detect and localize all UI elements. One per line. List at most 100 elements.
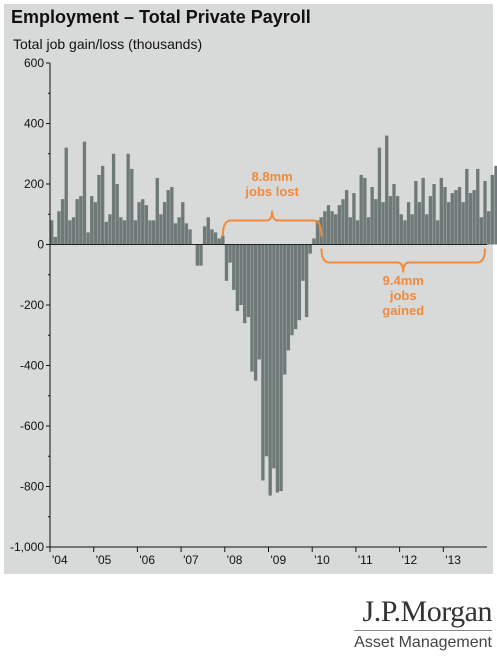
bar-month-54 (243, 244, 247, 324)
bar-month-32 (162, 202, 167, 245)
bar-month-61 (268, 244, 272, 496)
bar-month-121 (487, 211, 491, 245)
bar-month-23 (130, 168, 134, 245)
jobs-gained-annotation: 9.4mm (383, 273, 424, 288)
bar-month-95 (392, 184, 396, 245)
bar-month-90 (374, 199, 378, 245)
bar-month-122 (490, 174, 494, 245)
bar-month-101 (414, 180, 418, 245)
bar-month-87 (363, 177, 367, 245)
bar-month-107 (436, 220, 440, 245)
bar-month-17 (108, 214, 112, 245)
bar-month-78 (330, 211, 334, 245)
bar-month-2 (53, 236, 57, 245)
bar-month-3 (57, 211, 61, 245)
payroll-bar-chart: 600 400 200 0 -200 -400 -600 -800 -1,000 '04 '05 '… (10, 56, 497, 567)
bar-month-105 (428, 196, 433, 245)
bar-month-27 (144, 205, 149, 245)
x-tick-label: '04 (52, 553, 68, 567)
bar-month-20 (119, 217, 123, 245)
bar-month-97 (399, 214, 403, 245)
bar-month-112 (454, 190, 458, 245)
bar-month-88 (366, 217, 371, 245)
x-tick-label: '09 (271, 553, 287, 567)
bar-month-123 (494, 165, 497, 245)
bar-month-113 (457, 187, 462, 245)
bar-month-25 (137, 202, 141, 245)
bar-month-81 (341, 199, 345, 245)
bar-month-64 (279, 244, 283, 492)
bar-month-30 (155, 177, 159, 245)
bar-month-44 (206, 217, 210, 245)
x-tick-label: '08 (227, 553, 243, 567)
bar-month-68 (293, 244, 298, 330)
bar-month-18 (111, 153, 116, 245)
bar-month-48 (221, 235, 225, 245)
bar-month-82 (344, 190, 349, 245)
y-tick-label: 400 (24, 117, 44, 131)
bar-month-49 (224, 244, 229, 281)
bar-month-65 (283, 244, 287, 375)
bar-month-55 (246, 244, 250, 318)
bar-month-109 (443, 187, 447, 245)
bar-month-108 (439, 177, 444, 245)
y-tick-label: -600 (20, 419, 44, 433)
bar-month-4 (60, 199, 65, 245)
bar-month-120 (483, 180, 487, 245)
bar-month-59 (261, 244, 265, 481)
bar-month-41 (195, 244, 200, 266)
bar-month-22 (126, 153, 130, 245)
bar-month-31 (159, 214, 163, 245)
bar-month-70 (301, 244, 305, 281)
bar-month-53 (239, 244, 243, 305)
bar-month-86 (359, 174, 363, 245)
bar-month-104 (425, 214, 429, 245)
bar-month-16 (104, 221, 108, 245)
x-tick-label: '12 (402, 553, 418, 567)
jobs-lost-bracket (221, 210, 323, 237)
bar-month-106 (432, 184, 436, 245)
bar-month-9 (79, 196, 83, 245)
bar-month-13 (93, 202, 98, 245)
bar-month-102 (417, 202, 422, 245)
bar-month-93 (385, 135, 389, 245)
bar-month-103 (421, 177, 425, 245)
jpmorgan-logo: J.P.Morgan Asset Management (354, 596, 492, 653)
y-tick-label: -1,000 (10, 540, 44, 554)
bar-month-83 (348, 217, 352, 245)
bar-month-11 (86, 232, 90, 245)
bar-month-29 (151, 220, 156, 245)
y-tick-label: 600 (24, 56, 44, 70)
bar-month-111 (450, 193, 454, 245)
bar-month-42 (199, 244, 203, 266)
bar-month-21 (122, 220, 127, 245)
bar-month-38 (184, 223, 189, 245)
bar-month-98 (403, 220, 407, 245)
bar-month-12 (90, 196, 94, 245)
bar-month-100 (410, 214, 414, 245)
bar-month-84 (352, 193, 356, 245)
bar-month-39 (188, 229, 192, 245)
bar-month-52 (235, 244, 240, 312)
bar-month-43 (202, 226, 207, 245)
bar-month-77 (326, 205, 331, 245)
x-tick-label: '05 (96, 553, 112, 567)
jobs-gained-annotation: gained (382, 303, 424, 318)
y-tick-label: -400 (20, 359, 44, 373)
bar-month-60 (264, 244, 269, 457)
bar-month-73 (312, 238, 316, 245)
bar-month-80 (337, 205, 342, 245)
bar-month-26 (141, 199, 145, 245)
y-axis-label: Total job gain/loss (thousands) (13, 36, 203, 52)
bar-month-79 (334, 214, 338, 245)
bar-month-14 (97, 174, 101, 245)
bar-month-74 (315, 220, 320, 245)
bar-month-6 (68, 220, 72, 245)
logo-sub-text: Asset Management (354, 630, 492, 653)
bar-month-58 (257, 244, 261, 360)
bar-month-91 (377, 147, 382, 245)
jobs-lost-annotation: 8.8mm (252, 169, 293, 184)
bar-month-46 (213, 232, 218, 245)
bar-month-10 (82, 141, 87, 245)
bar-month-51 (232, 244, 236, 290)
